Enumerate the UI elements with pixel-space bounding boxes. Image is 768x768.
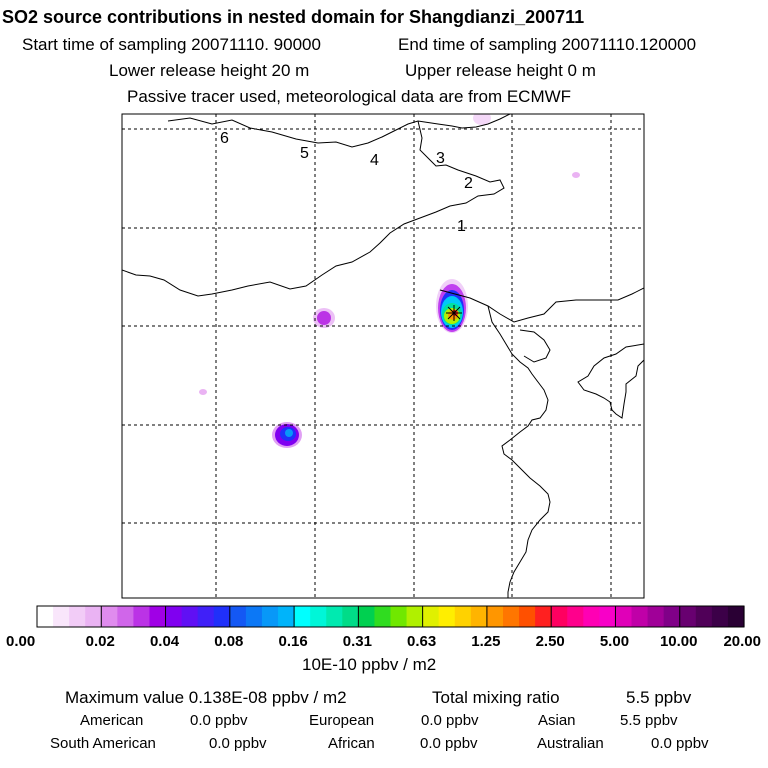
colorbar-cell <box>679 606 697 627</box>
colorbar-tick-label: 0.02 <box>86 633 115 650</box>
colorbar-cell <box>551 606 568 627</box>
colorbar-tick-label: 0.00 <box>6 633 35 650</box>
region-american-name: American <box>80 712 144 729</box>
plume-west <box>313 308 335 328</box>
map-frame <box>121 113 645 599</box>
marker-5: 5 <box>300 145 309 162</box>
colorbar-tick-label: 0.31 <box>343 633 372 650</box>
colorbar-cell <box>69 606 86 627</box>
colorbar-cell <box>149 606 167 627</box>
grid-lines <box>122 114 644 598</box>
colorbar-cell <box>502 606 520 627</box>
colorbar-cell <box>342 606 359 627</box>
colorbar-cell <box>454 606 472 627</box>
tracer-label: Passive tracer used, meteorological data… <box>127 87 572 106</box>
colorbar-cell <box>486 606 504 627</box>
colorbar-cell <box>599 606 617 627</box>
colorbar-cell <box>133 606 151 627</box>
colorbar-cell <box>294 606 311 627</box>
colorbar-tick-label: 1.25 <box>471 633 500 650</box>
colorbar-cell <box>358 606 376 627</box>
colorbar-cell <box>406 606 424 627</box>
marker-2: 2 <box>464 175 473 192</box>
colorbar-cell <box>374 606 392 627</box>
region-european-name: European <box>309 712 375 729</box>
colorbar-cell <box>310 606 327 627</box>
colorbar-cell <box>711 606 729 627</box>
colorbar-cell <box>631 606 649 627</box>
colorbar-cell <box>197 606 215 627</box>
marker-6: 6 <box>220 130 229 147</box>
colorbar-cell <box>390 606 408 627</box>
region-south-american-name: South American <box>50 735 156 752</box>
region-asian-value: 5.5 ppbv <box>620 712 678 729</box>
colorbar-cell <box>727 606 745 627</box>
colorbar-cell <box>438 606 456 627</box>
colorbar-cell <box>101 606 118 627</box>
region-australian-name: Australian <box>537 735 604 752</box>
colorbar-cell <box>567 606 584 627</box>
start-time-label: Start time of sampling 20071110. 90000 <box>22 35 321 54</box>
upper-release-label: Upper release height 0 m <box>405 61 596 80</box>
lower-release-label: Lower release height 20 m <box>109 61 310 80</box>
region-african-value: 0.0 ppbv <box>420 735 478 752</box>
colorbar-cell <box>470 606 488 627</box>
end-time-label: End time of sampling 20071110.120000 <box>398 35 697 54</box>
receptor-site-marker <box>446 305 462 321</box>
marker-3: 3 <box>436 150 445 167</box>
region-asian-name: Asian <box>538 712 576 729</box>
colorbar-cell <box>535 606 552 627</box>
colorbar-cell <box>647 606 665 627</box>
colorbar-tick-label: 10.00 <box>660 633 698 650</box>
colorbar-cell <box>37 606 54 627</box>
colorbar-tick-label: 2.50 <box>536 633 565 650</box>
colorbar-cell <box>213 606 231 627</box>
colorbar-cell <box>278 606 295 627</box>
plume-north <box>199 114 580 395</box>
region-european-value: 0.0 ppbv <box>421 712 479 729</box>
colorbar-cell <box>245 606 263 627</box>
colorbar-cell <box>117 606 135 627</box>
colorbar-tick-label: 5.00 <box>600 633 629 650</box>
total-mixing-ratio-label: Total mixing ratio <box>432 688 560 707</box>
region-australian-value: 0.0 ppbv <box>651 735 709 752</box>
colorbar-cell <box>326 606 343 627</box>
region-south-american-value: 0.0 ppbv <box>209 735 267 752</box>
coastlines <box>122 114 644 598</box>
colorbar-tick-label: 0.63 <box>407 633 436 650</box>
colorbar-cell <box>261 606 279 627</box>
colorbar-cell <box>229 606 247 627</box>
colorbar-cell <box>422 606 440 627</box>
colorbar-cell <box>53 606 70 627</box>
marker-1: 1 <box>457 218 466 235</box>
colorbar-tick-label: 0.16 <box>278 633 307 650</box>
map-content: 1 2 3 4 5 6 <box>122 114 644 598</box>
colorbar-cell <box>663 606 681 627</box>
colorbar-cell <box>181 606 199 627</box>
marker-4: 4 <box>370 152 379 169</box>
colorbar-tick-label: 0.04 <box>150 633 180 650</box>
region-american-value: 0.0 ppbv <box>190 712 248 729</box>
colorbar-cell <box>615 606 633 627</box>
region-african-name: African <box>328 735 375 752</box>
colorbar-cell <box>583 606 600 627</box>
colorbar-cell <box>85 606 102 627</box>
colorbar-tick-label: 20.00 <box>723 633 761 650</box>
colorbar-cell <box>165 606 183 627</box>
plume-southwest <box>272 422 302 448</box>
colorbar-cell <box>695 606 713 627</box>
total-mixing-ratio-value: 5.5 ppbv <box>626 688 692 707</box>
colorbar-cell <box>519 606 536 627</box>
colorbar-unit-label: 10E-10 ppbv / m2 <box>302 655 437 674</box>
chart-title: SO2 source contributions in nested domai… <box>2 7 585 27</box>
maximum-value-label: Maximum value 0.138E-08 ppbv / m2 <box>65 688 347 707</box>
colorbar-frame <box>36 605 745 628</box>
colorbar-tick-label: 0.08 <box>214 633 243 650</box>
